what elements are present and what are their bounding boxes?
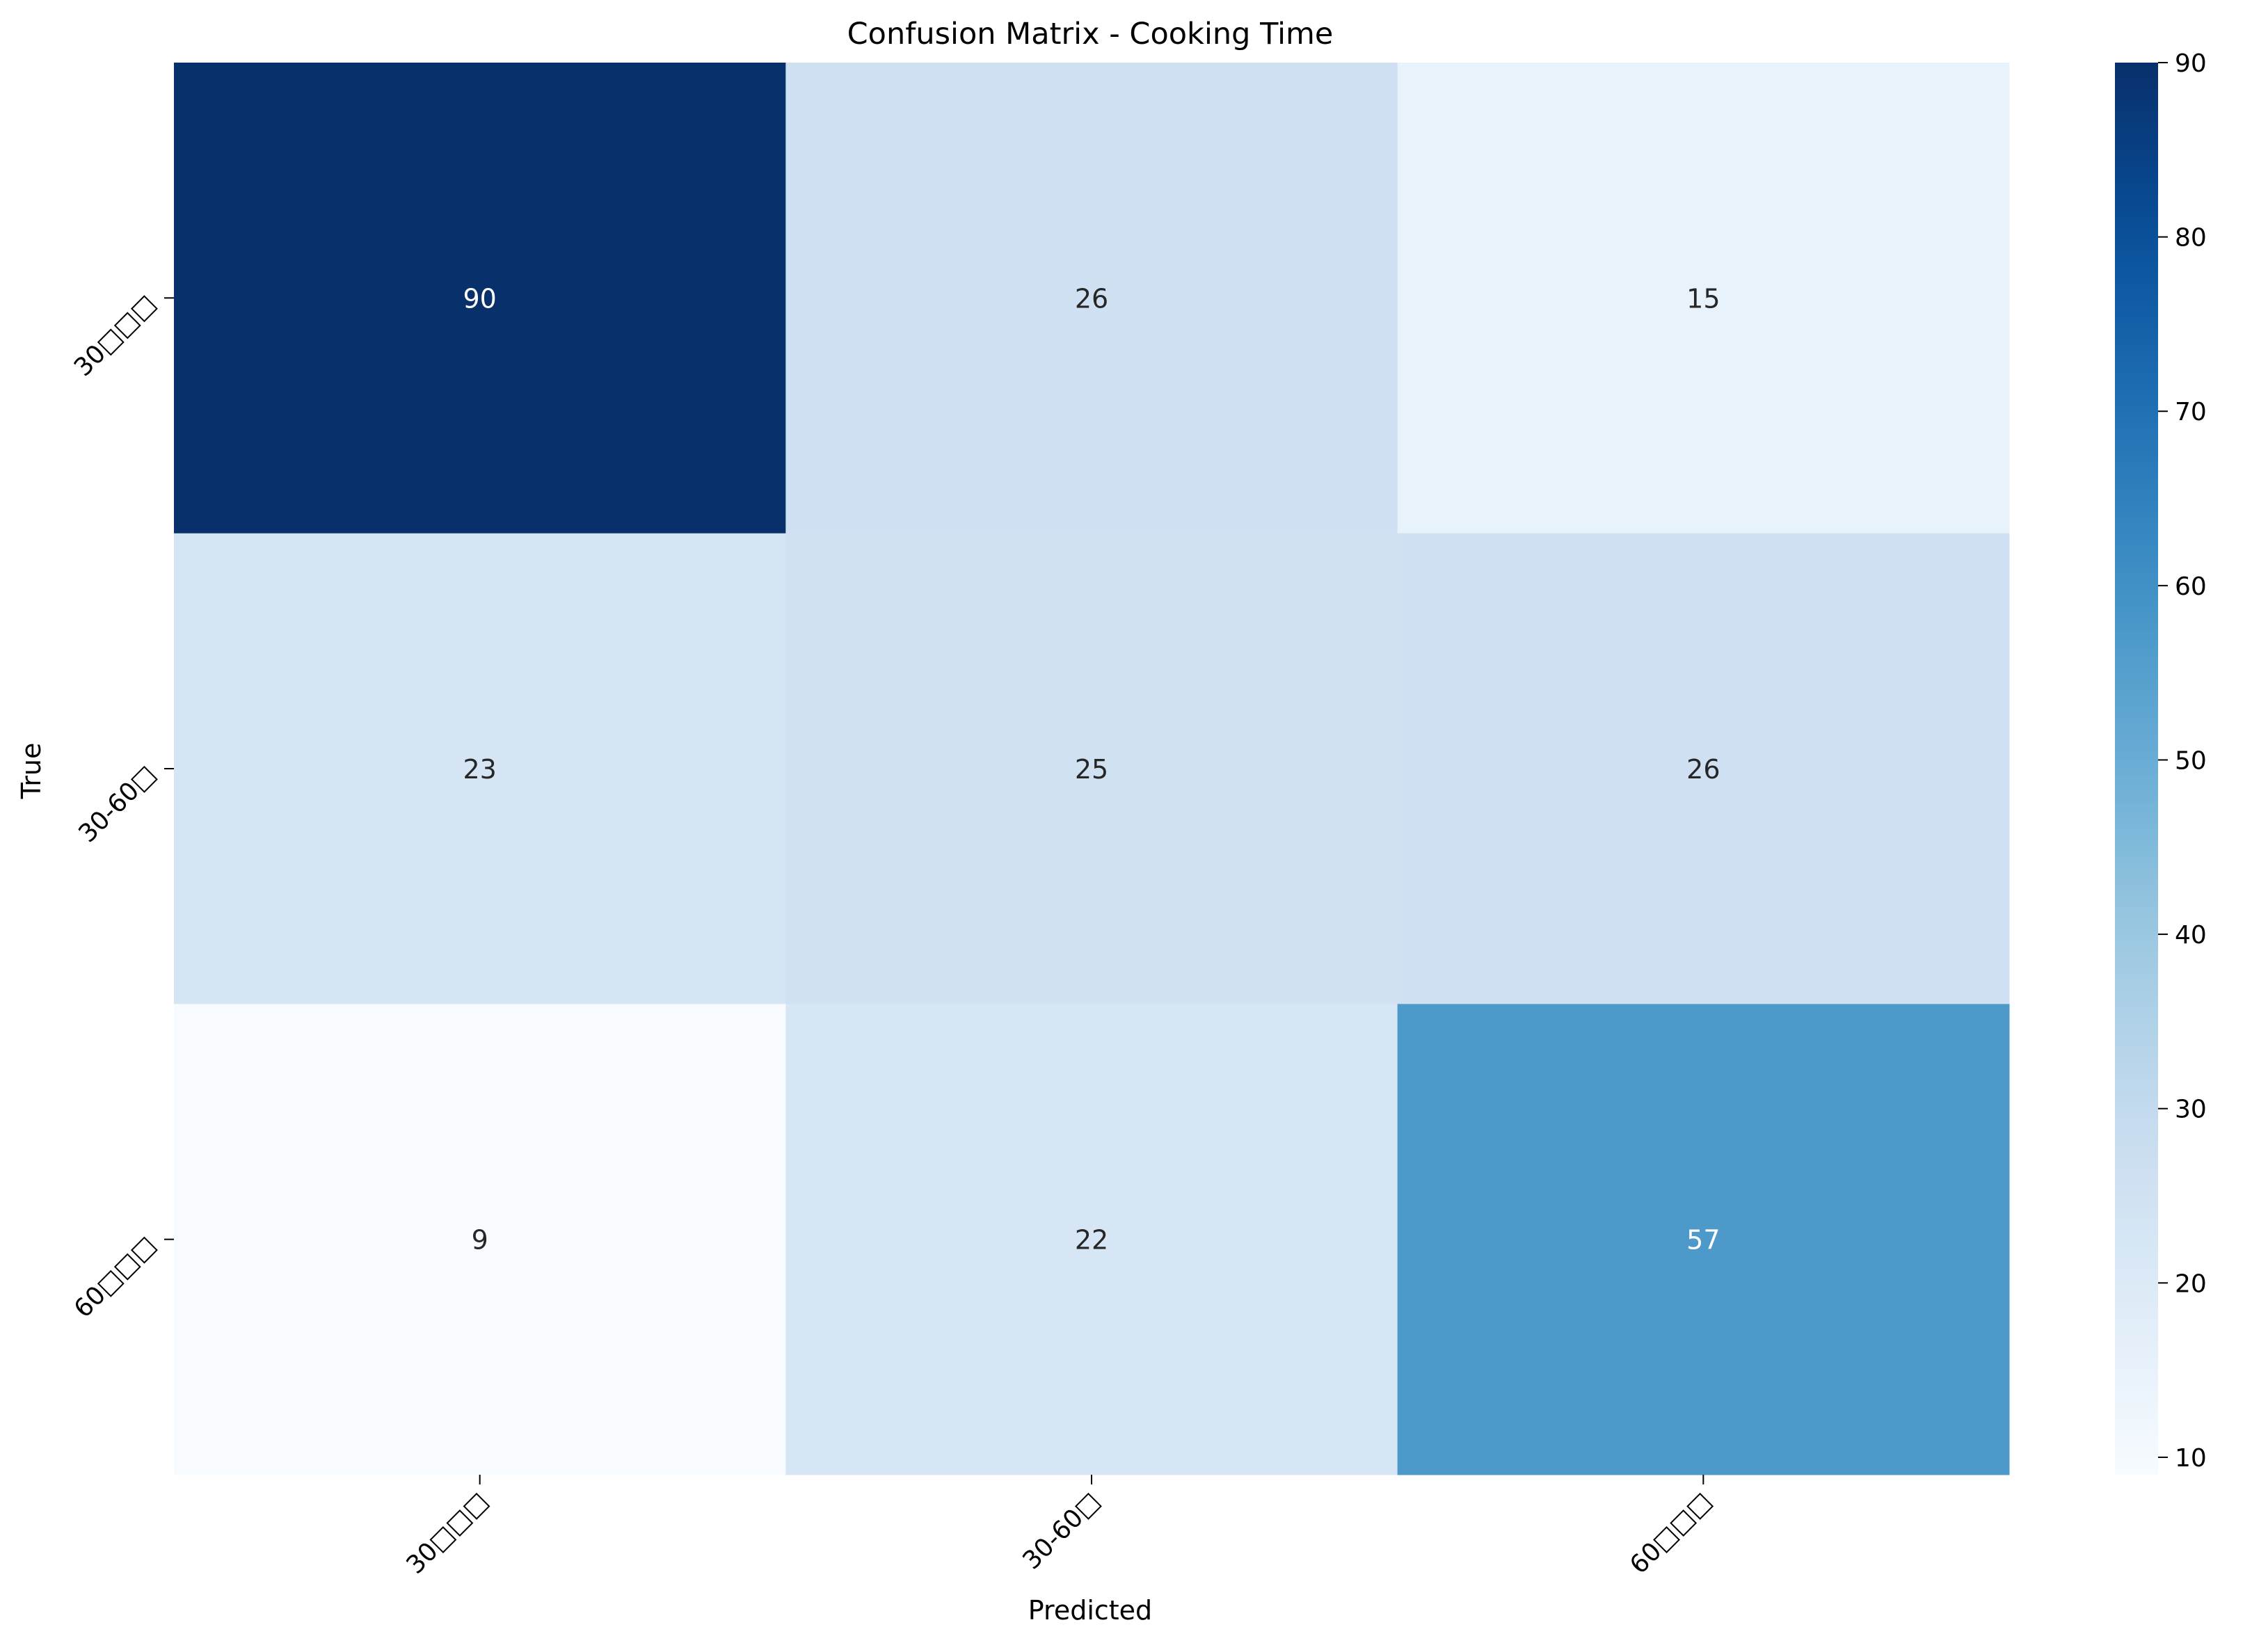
x-axis-ticks: 30□□□ 30-60□ 60□□□ bbox=[401, 1475, 1718, 1580]
colorbar-tick-label: 80 bbox=[2175, 224, 2207, 253]
cell-value-r2-c0: 9 bbox=[472, 1225, 488, 1256]
x-tick-label: 30□□□ bbox=[401, 1487, 494, 1580]
colorbar: 10 20 30 40 50 60 70 80 90 bbox=[2115, 49, 2207, 1475]
chart-title: Confusion Matrix - Cooking Time bbox=[847, 17, 1334, 51]
y-tick-label: 30-60□ bbox=[73, 760, 161, 848]
y-tick-label: 60□□□ bbox=[69, 1231, 162, 1324]
cell-value-r0-c1: 26 bbox=[1075, 283, 1108, 314]
cell-value-r2-c1: 22 bbox=[1075, 1225, 1108, 1256]
heatmap-cell-labels: 90 26 15 23 25 26 9 22 57 bbox=[463, 283, 1720, 1255]
y-axis-ticks: 30□□□ 30-60□ 60□□□ bbox=[69, 289, 174, 1324]
x-tick-label: 30-60□ bbox=[1017, 1487, 1105, 1575]
heatmap-cell-r1-c2 bbox=[1397, 533, 2010, 1004]
x-axis-label: Predicted bbox=[1028, 1595, 1152, 1626]
colorbar-tick-label: 60 bbox=[2175, 572, 2207, 601]
heatmap-cell-r1-c1 bbox=[785, 533, 1398, 1004]
colorbar-tick-label: 50 bbox=[2175, 746, 2207, 775]
colorbar-ticks: 10 20 30 40 50 60 70 80 90 bbox=[2158, 49, 2207, 1473]
heatmap-cell-r1-c0 bbox=[174, 533, 786, 1004]
heatmap-cell-r0-c0 bbox=[174, 63, 786, 534]
colorbar-tick-label: 40 bbox=[2175, 921, 2207, 950]
colorbar-tick-label: 90 bbox=[2175, 49, 2207, 78]
heatmap-cell-r0-c1 bbox=[785, 63, 1398, 534]
heatmap-cell-r2-c2 bbox=[1397, 1004, 2010, 1475]
colorbar-tick-label: 70 bbox=[2175, 398, 2207, 426]
y-tick-label: 30□□□ bbox=[69, 289, 162, 383]
colorbar-tick-label: 20 bbox=[2175, 1269, 2207, 1298]
cell-value-r2-c2: 57 bbox=[1686, 1225, 1720, 1256]
cell-value-r1-c2: 26 bbox=[1686, 754, 1720, 785]
colorbar-gradient bbox=[2115, 63, 2158, 1475]
cell-value-r1-c1: 25 bbox=[1075, 754, 1108, 785]
cell-value-r0-c0: 90 bbox=[463, 283, 496, 314]
cell-value-r0-c2: 15 bbox=[1686, 283, 1720, 314]
heatmap-cells bbox=[174, 63, 2010, 1475]
heatmap-cell-r2-c0 bbox=[174, 1004, 786, 1475]
colorbar-tick-label: 30 bbox=[2175, 1096, 2207, 1124]
cell-value-r1-c0: 23 bbox=[463, 754, 496, 785]
y-axis-label: True bbox=[16, 743, 47, 800]
x-tick-label: 60□□□ bbox=[1624, 1487, 1718, 1580]
heatmap-cell-r2-c1 bbox=[785, 1004, 1398, 1475]
heatmap-cell-r0-c2 bbox=[1397, 63, 2010, 534]
colorbar-tick-label: 10 bbox=[2175, 1444, 2207, 1473]
